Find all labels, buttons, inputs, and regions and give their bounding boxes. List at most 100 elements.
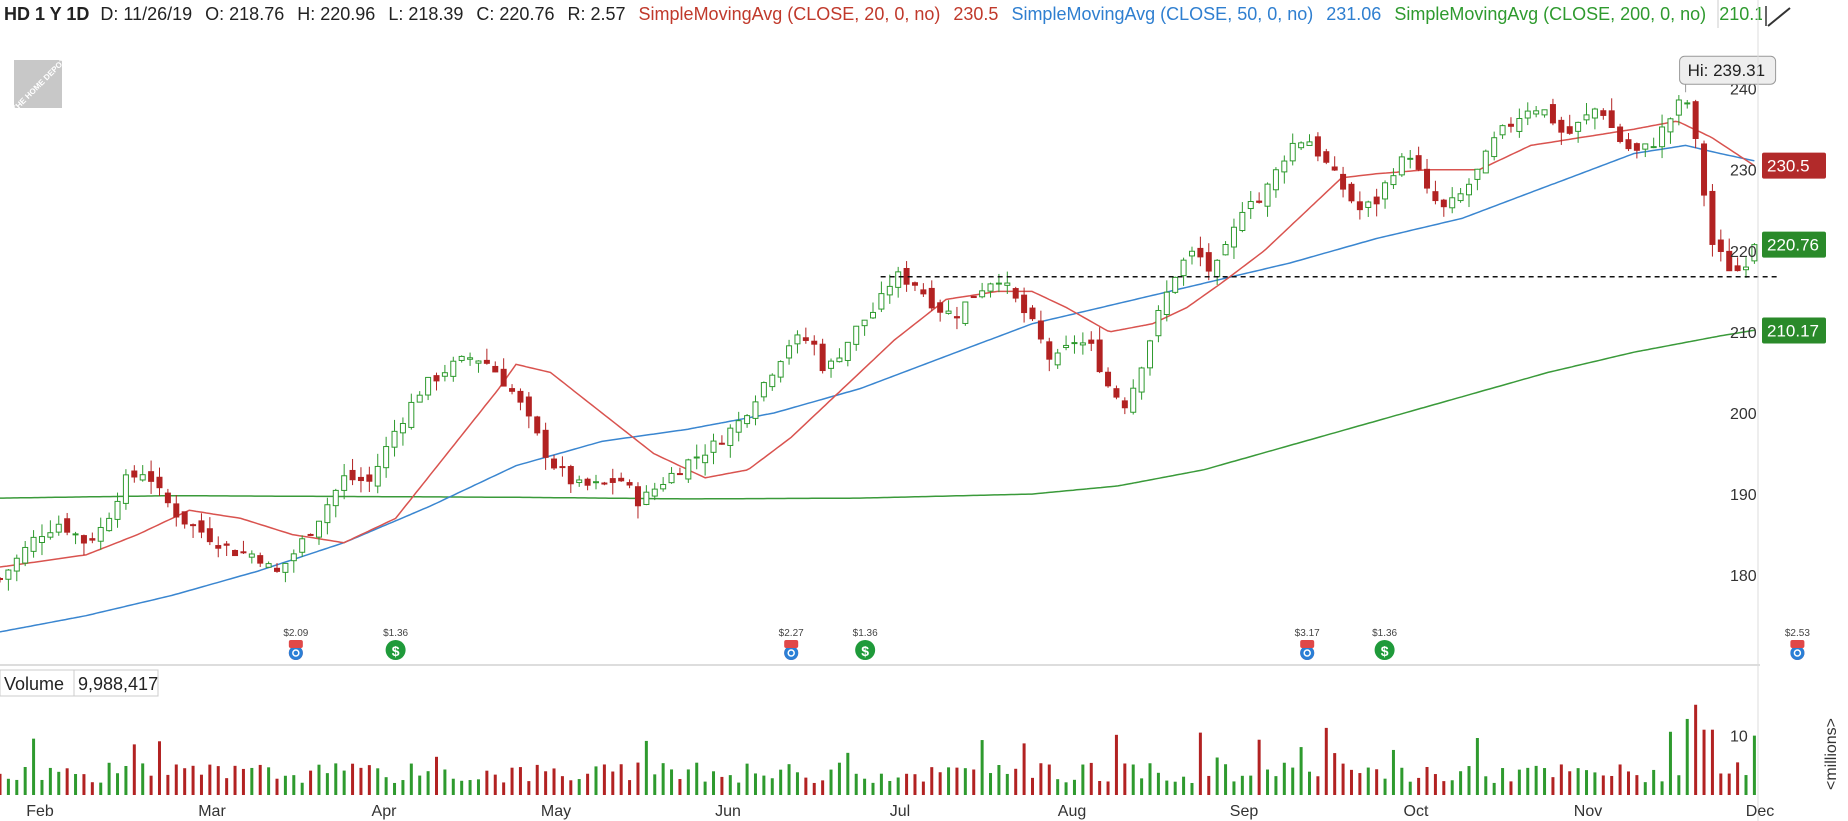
candle: [458, 355, 465, 363]
volume-bar: [552, 768, 556, 795]
dividend-event-marker[interactable]: $2.27: [779, 628, 804, 660]
price-axis: 180 190 200 210 220 230 240: [1730, 82, 1757, 585]
candle: [408, 393, 415, 430]
volume-bar: [74, 774, 78, 795]
dividend-event-marker[interactable]: $3.17: [1295, 628, 1320, 660]
candle: [1147, 339, 1154, 376]
month-tick-label: Jun: [715, 803, 741, 820]
volume-bar: [678, 779, 682, 795]
volume-bar: [644, 740, 648, 795]
candle: [1398, 153, 1405, 177]
dividend-event-marker[interactable]: $2.53: [1785, 628, 1810, 660]
dividend-icon: [288, 640, 303, 648]
volume-bar: [594, 766, 598, 795]
volume-bar: [1719, 773, 1723, 795]
candle: [357, 467, 364, 493]
candle: [0, 577, 3, 583]
volume-bar: [1232, 781, 1236, 795]
month-tick-label: Aug: [1058, 803, 1086, 820]
candle: [1113, 385, 1120, 400]
price-tick-label: 230: [1730, 163, 1757, 180]
volume-bar: [611, 771, 615, 795]
volume-bar: [65, 768, 69, 795]
candle: [676, 467, 683, 476]
candle: [1021, 287, 1028, 323]
candle: [89, 532, 96, 544]
candle: [1591, 107, 1598, 130]
dividend-event-marker[interactable]: $2.09: [283, 628, 309, 660]
candle: [1155, 305, 1162, 343]
volume-bar: [1685, 718, 1689, 795]
candle: [156, 467, 163, 496]
volume-bar: [535, 764, 539, 795]
close-readout: C: 220.76: [476, 4, 554, 24]
candle: [1138, 366, 1145, 400]
volume-bar: [1610, 775, 1614, 795]
candle: [668, 467, 675, 484]
volume-bar: [241, 768, 245, 795]
candle: [551, 454, 558, 471]
drawing-tool-icon[interactable]: [1762, 4, 1792, 28]
event-amount: $1.36: [853, 628, 878, 639]
volume-bar: [1475, 737, 1479, 795]
volume-bar: [15, 779, 19, 795]
dividend-icon: [1790, 640, 1805, 648]
candle: [861, 319, 868, 336]
candle: [1491, 131, 1498, 161]
candle: [1130, 379, 1137, 415]
volume-bar: [1123, 763, 1127, 795]
volume-bar: [636, 762, 640, 795]
volume-bar: [107, 762, 111, 795]
candle: [399, 417, 406, 446]
sma20-line: [0, 120, 1755, 568]
split-event-marker[interactable]: $1.36 $: [1372, 628, 1398, 660]
candle: [802, 327, 809, 344]
candle: [341, 464, 348, 500]
candle: [1533, 106, 1540, 118]
volume-bar: [1551, 777, 1555, 795]
candle: [1558, 116, 1565, 145]
candle: [1029, 305, 1036, 321]
volume-bar: [1324, 727, 1328, 795]
split-event-marker[interactable]: $1.36 $: [853, 628, 878, 660]
candle: [660, 477, 667, 492]
candle: [1012, 286, 1019, 303]
candle: [609, 468, 616, 495]
volume-bar: [208, 764, 212, 795]
volume-label: Volume: [4, 674, 64, 694]
price-pane: 180 190 200 210 220 230 240 230.5 220.76 210.17 H…: [0, 55, 1826, 660]
volume-bar: [250, 767, 254, 795]
sma20-study-value: 230.5: [953, 4, 998, 24]
volume-bar: [216, 766, 220, 795]
candle: [1734, 257, 1741, 272]
volume-bar: [1425, 766, 1429, 795]
volume-bar: [384, 777, 388, 795]
volume-bar: [938, 772, 942, 795]
candle: [1667, 117, 1674, 144]
split-event-marker[interactable]: $1.36 $: [383, 628, 409, 660]
volume-bar: [1316, 776, 1320, 795]
volume-bar: [728, 775, 732, 795]
header-bar: HD 1 Y 1D D: 11/26/19 O: 218.76 H: 220.9…: [0, 0, 1774, 28]
candle: [1239, 202, 1246, 233]
volume-bar: [1383, 778, 1387, 795]
candle: [1054, 348, 1061, 369]
volume-bar: [712, 771, 716, 795]
sma200-line: [0, 329, 1755, 500]
volume-bar: [854, 773, 858, 795]
volume-bar: [275, 778, 279, 795]
candle: [819, 338, 826, 374]
volume-bar: [510, 767, 514, 795]
volume-bar: [1736, 762, 1740, 795]
volume-bar: [896, 777, 900, 795]
candle: [1306, 134, 1313, 146]
candle: [1751, 243, 1758, 264]
candle: [1004, 271, 1011, 294]
volume-bar: [1030, 777, 1034, 795]
volume-bar: [418, 775, 422, 795]
candlesticks: [0, 95, 1758, 591]
candle: [416, 391, 423, 403]
volume-bar: [116, 773, 120, 795]
volume-value: 9,988,417: [78, 674, 158, 694]
volume-bar: [1358, 773, 1362, 795]
